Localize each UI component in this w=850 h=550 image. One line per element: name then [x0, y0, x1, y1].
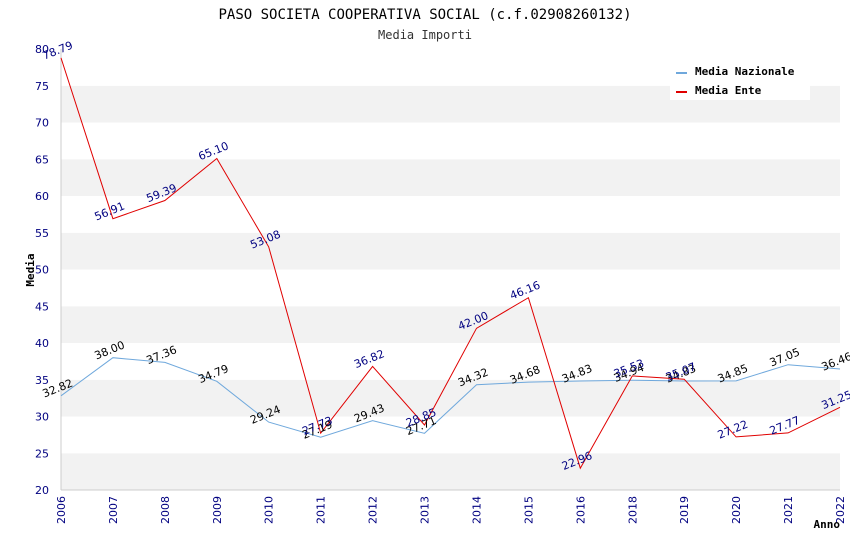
x-tick-label: 2014 — [470, 496, 483, 524]
x-tick-label: 2022 — [834, 496, 847, 524]
x-tick-label: 2016 — [574, 496, 587, 524]
y-tick-label: 20 — [35, 484, 49, 497]
grid-band — [61, 453, 840, 490]
x-tick-label: 2006 — [55, 496, 68, 524]
grid-band — [61, 232, 840, 270]
y-axis: 20 25 30 35 40 45 50 55 60 65 70 75 80 — [35, 43, 62, 497]
x-tick-label: 2009 — [211, 496, 224, 524]
series-lines — [60, 57, 841, 470]
x-tick-label: 2007 — [107, 496, 120, 524]
y-tick-label: 30 — [35, 411, 49, 424]
series-line-media-ente — [60, 57, 841, 470]
y-tick-label: 45 — [35, 300, 49, 313]
legend: Media Nazionale Media Ente — [670, 60, 810, 100]
y-axis-label: Media — [24, 253, 37, 286]
x-tick-label: 2013 — [419, 496, 432, 524]
x-tick-label: 2015 — [522, 496, 535, 524]
grid-band — [61, 379, 840, 417]
x-tick-label: 2021 — [782, 496, 795, 524]
x-tick-label: 2018 — [626, 496, 639, 524]
x-tick-label: 2012 — [367, 496, 380, 524]
y-tick-label: 75 — [35, 80, 49, 93]
grid-band — [61, 343, 840, 380]
y-tick-label: 70 — [35, 117, 49, 130]
grid-band — [61, 196, 840, 233]
grid-band — [61, 159, 840, 196]
x-tick-label: 2011 — [315, 496, 328, 524]
legend-label-media-nazionale: Media Nazionale — [695, 65, 795, 78]
y-tick-label: 65 — [35, 153, 49, 166]
grid-band — [61, 416, 840, 454]
x-tick-label: 2008 — [159, 496, 172, 524]
chart-title: PASO SOCIETA COOPERATIVA SOCIAL (c.f.029… — [218, 7, 631, 23]
x-axis-label: Anno — [814, 518, 841, 531]
y-tick-label: 50 — [35, 264, 49, 277]
chart-subtitle: Media Importi — [378, 28, 472, 42]
series-line-media-nazionale — [60, 357, 841, 438]
x-tick-label: 2019 — [678, 496, 691, 524]
grid-band — [61, 306, 840, 343]
y-tick-label: 55 — [35, 227, 49, 240]
legend-box — [670, 60, 810, 100]
x-tick-label: 2020 — [730, 496, 743, 524]
x-axis: 2006 2007 2008 2009 2010 2011 2012 2013 2014 2015… — [55, 489, 847, 524]
plot-background — [61, 49, 840, 490]
y-tick-label: 40 — [35, 337, 49, 350]
y-tick-label: 35 — [35, 374, 49, 387]
grid-band — [61, 122, 840, 160]
x-tick-label: 2010 — [263, 496, 276, 524]
y-tick-label: 80 — [35, 43, 49, 56]
legend-label-media-ente: Media Ente — [695, 84, 762, 97]
y-tick-label: 25 — [35, 447, 49, 460]
y-tick-label: 60 — [35, 190, 49, 203]
grid-band — [61, 269, 840, 307]
